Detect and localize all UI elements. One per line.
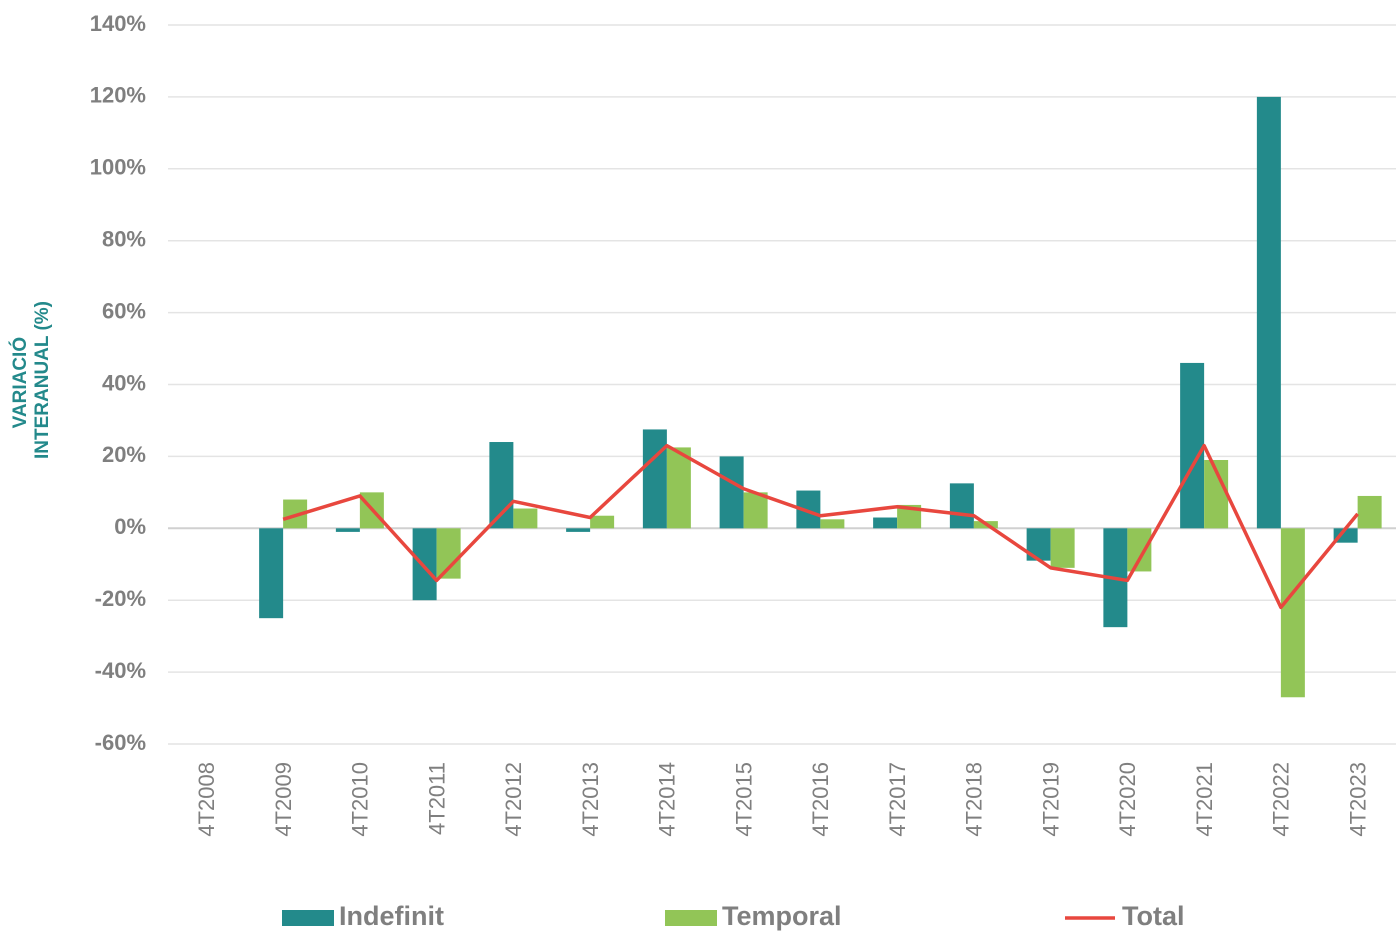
x-tick-label: 4T2015 [731,762,756,837]
legend-swatch [665,910,717,926]
bar [335,528,360,532]
bar [1333,528,1358,543]
y-tick-label: 40% [102,370,146,395]
y-tick-label: 120% [90,83,146,108]
x-tick-label: 4T2017 [885,762,910,837]
bar [259,528,284,619]
x-tick-label: 4T2023 [1345,762,1370,837]
y-tick-label: 80% [102,227,146,252]
bar [743,492,768,529]
y-axis-title: VARIACIÓ INTERANUAL (%) [9,301,53,459]
x-tick-label: 4T2019 [1038,762,1063,837]
bar [897,504,922,529]
y-tick-label: 100% [90,155,146,180]
bar [873,517,898,529]
bar [1280,528,1305,698]
bar [1050,528,1075,568]
x-tick-label: 4T2021 [1192,762,1217,837]
x-tick-label: 4T2010 [348,762,373,837]
legend-label: Total [1122,901,1185,931]
bar [590,515,615,529]
bar [513,508,538,529]
bar [820,519,845,529]
x-tick-label: 4T2014 [655,762,680,837]
x-tick-label: 4T2008 [194,762,219,837]
bar [719,456,744,529]
x-tick-label: 4T2016 [808,762,833,837]
legend-swatch [282,910,334,926]
bar [666,447,691,529]
x-tick-label: 4T2013 [578,762,603,837]
bar [566,528,591,532]
y-tick-label: -60% [95,730,146,755]
bar [412,528,437,601]
legend-label: Indefinit [339,901,444,931]
legend-label: Temporal [722,901,842,931]
y-axis-title-line: VARIACIÓ [9,337,31,428]
y-tick-label: -20% [95,586,146,611]
x-tick-label: 4T2009 [271,762,296,837]
x-tick-label: 4T2012 [501,762,526,837]
x-tick-label: 4T2020 [1115,762,1140,837]
y-tick-label: -40% [95,658,146,683]
y-tick-label: 20% [102,442,146,467]
bar [1357,495,1382,529]
line [282,443,1359,610]
y-tick-label: 140% [90,11,146,36]
bar [1256,96,1281,529]
y-tick-label: 0% [114,514,146,539]
y-axis-title-line: INTERANUAL (%) [32,301,53,459]
x-tick-label: 4T2022 [1269,762,1294,837]
bar [642,429,667,529]
bar [436,528,461,579]
bar [949,483,974,529]
bar [1127,528,1152,572]
y-tick-label: 60% [102,298,146,323]
x-tick-label: 4T2018 [962,762,987,837]
x-tick-label: 4T2011 [424,762,449,835]
bar [1180,362,1205,529]
